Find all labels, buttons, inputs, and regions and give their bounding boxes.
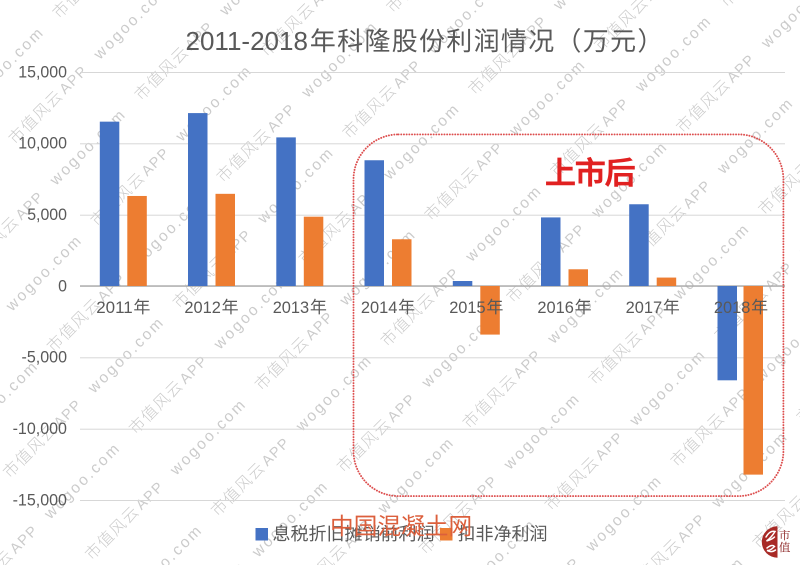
svg-text:wogoo.com: wogoo.com (374, 434, 458, 518)
svg-text:wogoo.com: wogoo.com (122, 521, 206, 565)
svg-text:2017: 2017 (626, 298, 663, 317)
svg-text:wogoo.com: wogoo.com (90, 0, 174, 64)
svg-text:2014: 2014 (361, 298, 398, 317)
svg-text:wogoo.com: wogoo.com (2, 231, 86, 315)
svg-text:wogoo.com: wogoo.com (626, 346, 710, 430)
svg-text:APP: APP (675, 511, 710, 546)
svg-text:APP: APP (549, 555, 584, 565)
svg-text:wogoo.com: wogoo.com (0, 149, 4, 233)
svg-text:wogoo.com: wogoo.com (40, 439, 124, 523)
svg-text:APP: APP (467, 473, 502, 508)
svg-text:wogoo.com: wogoo.com (632, 12, 716, 96)
svg-text:APP: APP (0, 0, 9, 16)
svg-text:wogoo.com: wogoo.com (757, 0, 800, 52)
svg-text:APP: APP (472, 139, 507, 174)
svg-text:wogoo.com: wogoo.com (790, 510, 800, 565)
svg-text:wogoo.com: wogoo.com (216, 0, 300, 20)
svg-text:wogoo.com: wogoo.com (166, 395, 250, 479)
svg-text:APP: APP (390, 57, 425, 92)
svg-text:2016: 2016 (537, 298, 574, 317)
svg-text:-5,000: -5,000 (22, 348, 68, 367)
svg-text:wogoo.com: wogoo.com (500, 390, 584, 474)
svg-text:APP: APP (308, 0, 343, 10)
svg-text:APP: APP (7, 522, 42, 557)
svg-text:2011: 2011 (96, 298, 133, 317)
svg-text:15,000: 15,000 (18, 62, 67, 81)
svg-text:-10,000: -10,000 (13, 419, 67, 438)
svg-text:wogoo.com: wogoo.com (84, 313, 168, 397)
svg-text:-15,000: -15,000 (13, 490, 67, 509)
svg-text:wogoo.com: wogoo.com (796, 176, 800, 260)
svg-text:APP: APP (680, 177, 715, 212)
svg-text:2018: 2018 (714, 298, 751, 317)
svg-text:APP: APP (762, 259, 797, 294)
svg-text:APP: APP (259, 435, 294, 470)
svg-text:APP: APP (598, 95, 633, 130)
svg-text:wogoo.com: wogoo.com (330, 559, 414, 565)
svg-text:2015: 2015 (449, 298, 486, 317)
svg-text:APP: APP (385, 391, 420, 426)
svg-text:wogoo.com: wogoo.com (714, 94, 798, 178)
svg-text:APP: APP (215, 561, 250, 565)
svg-text:APP: APP (724, 51, 759, 86)
svg-text:wogoo.com: wogoo.com (172, 62, 256, 146)
svg-text:APP: APP (642, 0, 677, 4)
svg-text:wogoo.com: wogoo.com (550, 0, 634, 14)
svg-text:2013: 2013 (273, 298, 310, 317)
svg-text:APP: APP (133, 479, 168, 514)
svg-text:2011-2018: 2011-2018 (186, 26, 308, 56)
svg-text:10,000: 10,000 (18, 134, 67, 153)
svg-text:0: 0 (58, 276, 67, 295)
svg-text:wogoo.com: wogoo.com (664, 554, 748, 565)
svg-text:2012: 2012 (184, 298, 221, 317)
svg-text:wogoo.com: wogoo.com (424, 0, 508, 58)
svg-text:wogoo.com: wogoo.com (670, 220, 754, 304)
svg-text:APP: APP (139, 145, 174, 180)
svg-text:APP: APP (593, 429, 628, 464)
svg-text:wogoo.com: wogoo.com (506, 56, 590, 140)
svg-text:wogoo.com: wogoo.com (582, 472, 666, 556)
svg-text:APP: APP (0, 315, 4, 350)
svg-text:wogoo.com: wogoo.com (292, 352, 376, 436)
svg-text:wogoo.com: wogoo.com (462, 182, 546, 266)
svg-text:APP: APP (511, 347, 546, 382)
svg-text:wogoo.com: wogoo.com (248, 477, 332, 561)
svg-text:APP: APP (265, 101, 300, 136)
svg-text:wogoo.com: wogoo.com (380, 100, 464, 184)
svg-text:5,000: 5,000 (27, 205, 67, 224)
